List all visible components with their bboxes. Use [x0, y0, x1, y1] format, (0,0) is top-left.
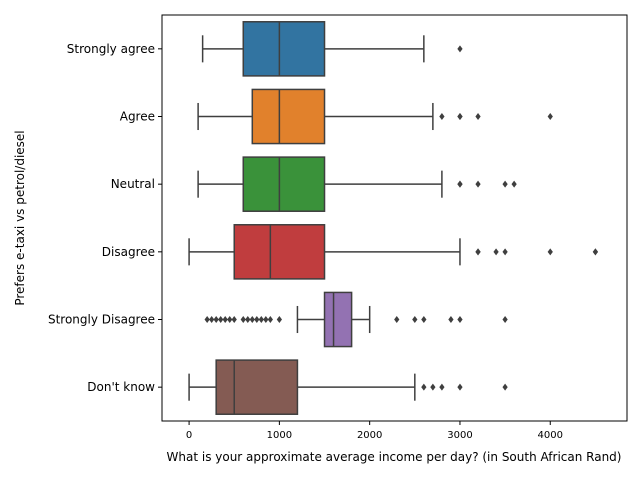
- outlier-point: [421, 316, 427, 323]
- x-tick-label: 1000: [267, 430, 292, 441]
- x-tick-label: 3000: [447, 430, 472, 441]
- box: [242, 156, 326, 212]
- outlier-point: [547, 248, 553, 256]
- x-tick-label: 4000: [538, 430, 563, 441]
- plot-area: [188, 21, 599, 415]
- outlier-point: [218, 316, 224, 323]
- outlier-point: [231, 316, 237, 323]
- outlier-point: [258, 316, 264, 323]
- outlier-point: [204, 316, 210, 323]
- outlier-point: [394, 316, 400, 323]
- outlier-point: [475, 113, 481, 120]
- box: [323, 291, 353, 348]
- outlier-point: [263, 316, 269, 323]
- y-axis-ticks: Strongly agree Agree Neutral Disagree Strong…: [48, 42, 162, 394]
- box-group: [201, 21, 463, 77]
- box-group: [204, 291, 508, 348]
- outlier-point: [475, 248, 481, 256]
- outlier-point: [267, 316, 273, 323]
- y-tick-label: Strongly Disagree: [48, 313, 155, 327]
- y-tick-label: Agree: [120, 110, 155, 124]
- x-tick-label: 2000: [357, 430, 382, 441]
- outlier-point: [502, 383, 508, 391]
- outlier-point: [439, 383, 445, 391]
- y-tick-label: Neutral: [111, 177, 155, 191]
- outlier-point: [421, 383, 427, 391]
- y-tick-label: Strongly agree: [67, 42, 155, 56]
- outlier-point: [209, 316, 215, 323]
- box-group: [197, 156, 517, 212]
- outlier-point: [240, 316, 246, 323]
- outlier-point: [430, 383, 436, 391]
- x-tick-label: 0: [186, 430, 192, 441]
- outlier-point: [547, 113, 553, 120]
- outlier-point: [439, 113, 445, 120]
- y-tick-label: Don't know: [87, 380, 155, 394]
- outlier-point: [245, 316, 251, 323]
- outlier-point: [457, 113, 463, 120]
- outlier-point: [254, 316, 260, 323]
- x-axis-ticks: 0 1000 2000 3000 4000: [186, 421, 563, 441]
- outlier-point: [502, 180, 508, 188]
- outlier-point: [249, 316, 255, 323]
- box-group: [188, 359, 508, 415]
- outlier-point: [213, 316, 219, 323]
- x-axis-label: What is your approximate average income …: [167, 450, 622, 464]
- box-group: [197, 88, 553, 145]
- outlier-point: [276, 316, 283, 323]
- box: [242, 21, 326, 77]
- box: [233, 224, 326, 280]
- y-tick-label: Disagree: [102, 245, 155, 259]
- box: [215, 359, 299, 415]
- outlier-point: [502, 316, 508, 323]
- outlier-point: [227, 316, 233, 323]
- y-axis-label: Prefers e-taxi vs petrol/diesel: [13, 130, 27, 305]
- outlier-point: [502, 248, 508, 256]
- outlier-point: [493, 248, 499, 256]
- outlier-point: [457, 180, 463, 188]
- outlier-point: [448, 316, 454, 323]
- axes-frame: [161, 14, 628, 422]
- outlier-point: [412, 316, 418, 323]
- outlier-point: [457, 316, 463, 323]
- outlier-point: [222, 316, 228, 323]
- outlier-point: [457, 45, 463, 53]
- outlier-point: [475, 180, 481, 188]
- outlier-point: [511, 180, 517, 188]
- box-group: [188, 224, 599, 280]
- outlier-point: [592, 248, 599, 256]
- box: [251, 88, 326, 145]
- outlier-point: [457, 383, 463, 391]
